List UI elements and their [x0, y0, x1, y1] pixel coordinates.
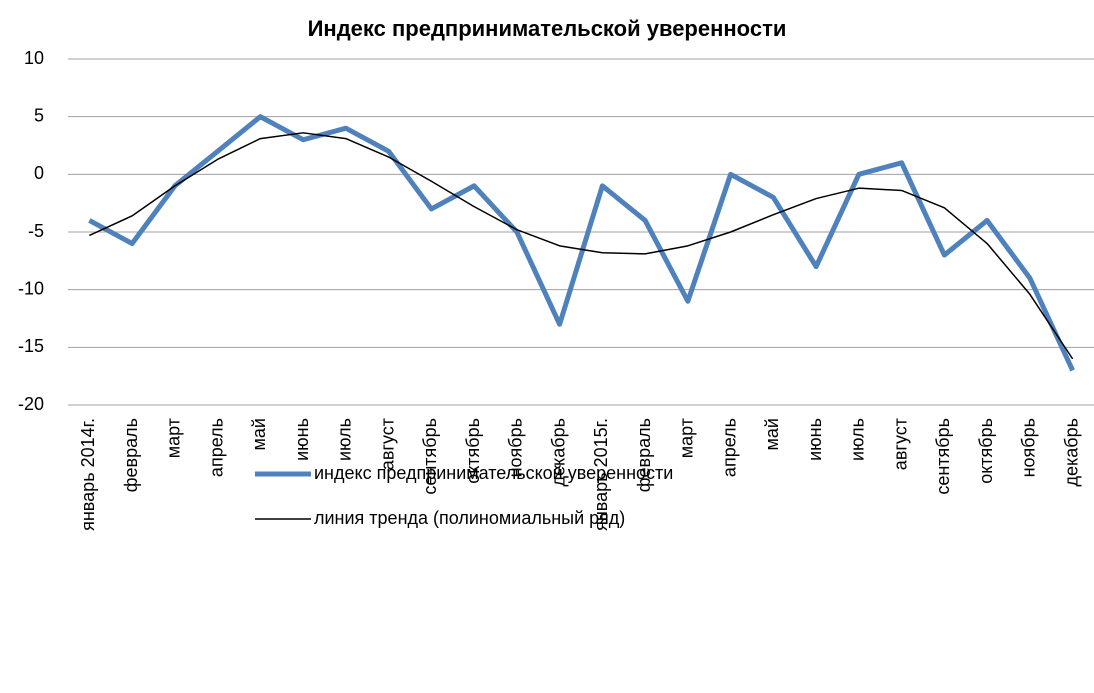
- x-tick-label: август: [890, 418, 910, 470]
- legend-label: линия тренда (полиномиальный ряд): [314, 508, 625, 528]
- x-tick-label: февраль: [634, 418, 654, 492]
- x-tick-label: сентябрь: [420, 418, 440, 495]
- y-tick-label: 10: [24, 48, 44, 68]
- x-tick-label: ноябрь: [1019, 418, 1039, 477]
- x-tick-label: март: [677, 418, 697, 458]
- x-tick-label: март: [164, 418, 184, 458]
- y-tick-label: 0: [34, 163, 44, 183]
- x-tick-label: февраль: [121, 418, 141, 492]
- x-tick-label: апрель: [206, 418, 226, 477]
- x-tick-label: август: [377, 418, 397, 470]
- y-tick-label: -20: [18, 394, 44, 414]
- legend-label: индекс предпринимательской уверенности: [314, 463, 673, 483]
- x-tick-label: июль: [335, 418, 355, 461]
- y-tick-label: -5: [28, 221, 44, 241]
- x-tick-label: сентябрь: [933, 418, 953, 495]
- x-tick-label: октябрь: [463, 418, 483, 484]
- x-tick-label: декабрь: [548, 418, 568, 487]
- x-tick-label: январь 2015г.: [591, 418, 611, 531]
- y-tick-label: 5: [34, 105, 44, 125]
- x-tick-label: май: [762, 418, 782, 450]
- x-tick-label: ноябрь: [506, 418, 526, 477]
- x-tick-label: октябрь: [976, 418, 996, 484]
- x-tick-label: июль: [848, 418, 868, 461]
- x-tick-label: май: [249, 418, 269, 450]
- y-tick-label: -10: [18, 278, 44, 298]
- trend-line: [89, 132, 1074, 360]
- x-tick-label: апрель: [719, 418, 739, 477]
- x-tick-label: январь 2014г.: [78, 418, 98, 531]
- series-line: [88, 114, 1075, 372]
- x-tick-label: июнь: [292, 418, 312, 461]
- chart-title: Индекс предпринимательской уверенности: [308, 16, 787, 41]
- x-tick-label: декабрь: [1061, 418, 1081, 487]
- x-tick-label: июнь: [805, 418, 825, 461]
- y-tick-label: -15: [18, 336, 44, 356]
